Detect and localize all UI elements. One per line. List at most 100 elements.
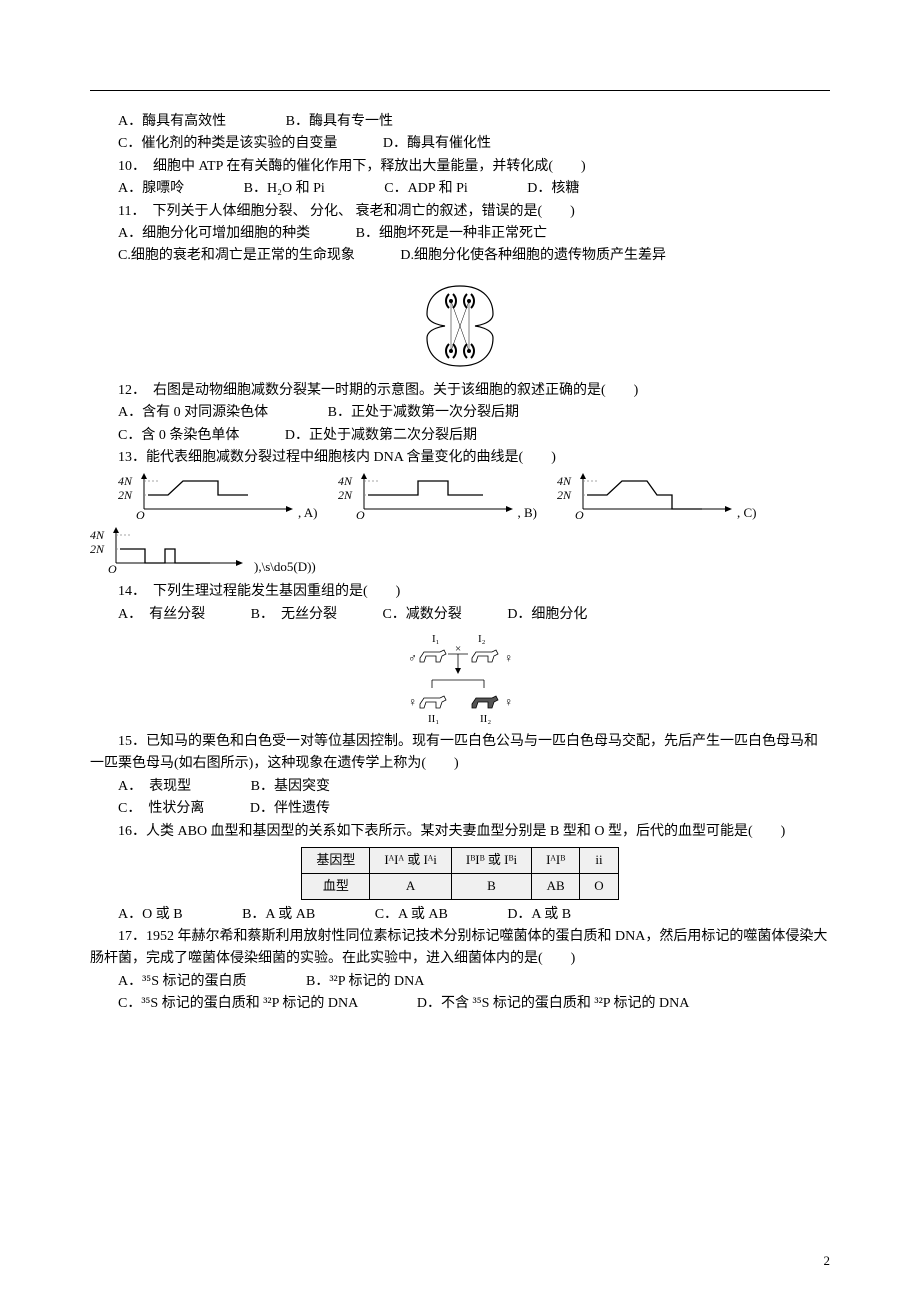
blood-type-table: 基因型 IᴬIᴬ 或 Iᴬi IᴮIᴮ 或 Iᴮi IᴬIᴮ ii 血型 A B…	[301, 847, 618, 900]
q15-opt-a: A． 表现型	[118, 779, 191, 794]
q14-opt-c: C．减数分裂	[382, 607, 461, 622]
horse-i2-label: I₂	[478, 633, 486, 645]
chart-b-2n: 2N	[338, 488, 353, 502]
table-cell: AB	[532, 873, 580, 899]
q9-opt-c: C．催化剂的种类是该实验的自变量	[118, 136, 337, 151]
q14-stem: 14． 下列生理过程能发生基因重组的是( )	[90, 581, 830, 603]
q17-opt-cd: C．³⁵S 标记的蛋白质和 ³²P 标记的 DNA D．不含 ³⁵S 标记的蛋白…	[90, 993, 830, 1015]
page-container: A．酶具有高效性 B．酶具有专一性 C．催化剂的种类是该实验的自变量 D．酶具有…	[0, 0, 920, 1302]
female-symbol-3: ♀	[504, 695, 513, 709]
q14-opt-a: A． 有丝分裂	[118, 607, 205, 622]
q15-opt-cd: C． 性状分离 D．伴性遗传	[90, 798, 830, 820]
table-cell: IᴮIᴮ 或 Iᴮi	[451, 848, 531, 874]
chart-a-label: , A)	[298, 503, 318, 524]
q12-opt-c: C．含 0 条染色单体	[118, 428, 239, 443]
chart-d-label: ),\s\do5(D))	[254, 557, 316, 578]
q16-stem: 16．人类 ABO 血型和基因型的关系如下表所示。某对夫妻血型分别是 B 型和 …	[90, 821, 830, 843]
q16-opt-a: A．O 或 B	[118, 907, 183, 922]
q15-opt-b: B．基因突变	[251, 779, 330, 794]
q11-stem: 11． 下列关于人体细胞分裂、 分化、 衰老和凋亡的叙述，错误的是( )	[90, 201, 830, 223]
q15-opt-ab: A． 表现型 B．基因突变	[90, 776, 830, 798]
horse-pedigree-diagram: I₁ ♂ I₂ ♀ × ♀ II₁ ♀ II₂	[370, 632, 550, 727]
q12-opt-d: D．正处于减数第二次分裂后期	[285, 428, 477, 443]
q9-opt-b: B．酶具有专一性	[286, 114, 393, 129]
q13-stem: 13．能代表细胞减数分裂过程中细胞核内 DNA 含量变化的曲线是( )	[90, 447, 830, 469]
chart-b-o: O	[356, 508, 365, 522]
q9-opt-ab: A．酶具有高效性 B．酶具有专一性	[90, 111, 830, 133]
q10-stem: 10． 细胞中 ATP 在有关酶的催化作用下，释放出大量能量，并转化成( )	[90, 156, 830, 178]
table-cell: 基因型	[302, 848, 370, 874]
q13-chart-b: 4N 2N O , B)	[338, 473, 538, 523]
q17-opt-c: C．³⁵S 标记的蛋白质和 ³²P 标记的 DNA	[118, 996, 357, 1011]
chart-d-2n: 2N	[90, 542, 105, 556]
q17-opt-ab: A．³⁵S 标记的蛋白质 B．³²P 标记的 DNA	[90, 971, 830, 993]
q14-opt-b: B． 无丝分裂	[251, 607, 337, 622]
female-symbol-2: ♀	[408, 695, 417, 709]
chart-d-4n: 4N	[90, 528, 105, 542]
q17-opt-b: B．³²P 标记的 DNA	[306, 974, 424, 989]
cell-division-diagram	[415, 276, 505, 376]
q12-opt-ab: A．含有 0 对同源染色体 B．正处于减数第一次分裂后期	[90, 402, 830, 424]
q15-stem: 15．已知马的栗色和白色受一对等位基因控制。现有一匹白色公马与一匹白色母马交配，…	[90, 731, 830, 776]
q17-stem: 17．1952 年赫尔希和蔡斯利用放射性同位素标记技术分别标记噬菌体的蛋白质和 …	[90, 926, 830, 971]
chart-c-4n: 4N	[557, 474, 572, 488]
q12-opt-a: A．含有 0 对同源染色体	[118, 405, 268, 420]
chart-d-o: O	[108, 562, 117, 576]
female-symbol-1: ♀	[504, 651, 513, 665]
cross-symbol: ×	[455, 643, 461, 655]
table-cell: IᴬIᴮ	[532, 848, 580, 874]
table-cell: IᴬIᴬ 或 Iᴬi	[370, 848, 452, 874]
chart-a-svg: 4N 2N O	[118, 473, 298, 523]
q15-opt-d: D．伴性遗传	[250, 801, 330, 816]
q15-opt-c: C． 性状分离	[118, 801, 204, 816]
q11-opt-ab: A．细胞分化可增加细胞的种类 B．细胞坏死是一种非正常死亡	[90, 223, 830, 245]
q17-opt-a: A．³⁵S 标记的蛋白质	[118, 974, 246, 989]
q11-opt-b: B．细胞坏死是一种非正常死亡	[356, 226, 547, 241]
chart-d-svg: 4N 2N O	[90, 527, 250, 577]
q10-opt-a: A．腺嘌呤	[118, 181, 184, 196]
q12-opt-b: B．正处于减数第一次分裂后期	[328, 405, 519, 420]
table-cell: O	[580, 873, 618, 899]
table-row: 基因型 IᴬIᴬ 或 Iᴬi IᴮIᴮ 或 Iᴮi IᴬIᴮ ii	[302, 848, 618, 874]
q13-charts-row1: 4N 2N O , A) 4N 2N O	[118, 473, 830, 523]
chart-c-2n: 2N	[557, 488, 572, 502]
q13-chart-d: 4N 2N O ),\s\do5(D))	[90, 527, 830, 577]
q9-opt-d: D．酶具有催化性	[383, 136, 491, 151]
table-cell: 血型	[302, 873, 370, 899]
q10-opt-d: D．核糖	[527, 181, 579, 196]
q17-stem-text: 17．1952 年赫尔希和蔡斯利用放射性同位素标记技术分别标记噬菌体的蛋白质和 …	[90, 929, 827, 966]
header-rule	[90, 90, 830, 91]
q16-stem-text: 16．人类 ABO 血型和基因型的关系如下表所示。某对夫妻血型分别是 B 型和 …	[118, 824, 785, 839]
horse-i1-label: I₁	[432, 633, 440, 645]
q11-opt-cd: C.细胞的衰老和凋亡是正常的生命现象 D.细胞分化使各种细胞的遗传物质产生差异	[90, 245, 830, 267]
chart-c-o: O	[575, 508, 584, 522]
q15-stem-text: 15．已知马的栗色和白色受一对等位基因控制。现有一匹白色公马与一匹白色母马交配，…	[90, 734, 818, 771]
chart-c-label: , C)	[737, 503, 757, 524]
q16-opt-c: C．A 或 AB	[375, 907, 448, 922]
q16-opt-d: D．A 或 B	[507, 907, 571, 922]
q9-opt-cd: C．催化剂的种类是该实验的自变量 D．酶具有催化性	[90, 133, 830, 155]
q10-opt-b: B．H₂O 和 Pi	[244, 181, 325, 196]
q11-opt-a: A．细胞分化可增加细胞的种类	[118, 226, 310, 241]
chart-c-svg: 4N 2N O	[557, 473, 737, 523]
chart-b-label: , B)	[518, 503, 538, 524]
male-symbol-1: ♂	[408, 651, 417, 665]
q14-opt-d: D．细胞分化	[507, 607, 587, 622]
q10-opts: A．腺嘌呤 B．H₂O 和 Pi C．ADP 和 Pi D．核糖	[90, 178, 830, 200]
page-number: 2	[824, 1251, 831, 1272]
table-cell: ii	[580, 848, 618, 874]
q12-stem: 12． 右图是动物细胞减数分裂某一时期的示意图。关于该细胞的叙述正确的是( )	[90, 380, 830, 402]
chart-a-o: O	[136, 508, 145, 522]
q11-opt-c: C.细胞的衰老和凋亡是正常的生命现象	[118, 248, 355, 263]
table-cell: B	[451, 873, 531, 899]
q16-opt-b: B．A 或 AB	[242, 907, 315, 922]
q12-opt-cd: C．含 0 条染色单体 D．正处于减数第二次分裂后期	[90, 425, 830, 447]
chart-b-svg: 4N 2N O	[338, 473, 518, 523]
q13-chart-c: 4N 2N O , C)	[557, 473, 757, 523]
table-row: 血型 A B AB O	[302, 873, 618, 899]
q13-chart-a: 4N 2N O , A)	[118, 473, 318, 523]
chart-a-4n: 4N	[118, 474, 133, 488]
q9-opt-a: A．酶具有高效性	[118, 114, 226, 129]
horse-ii2-label: II₂	[480, 713, 491, 725]
chart-b-4n: 4N	[338, 474, 353, 488]
